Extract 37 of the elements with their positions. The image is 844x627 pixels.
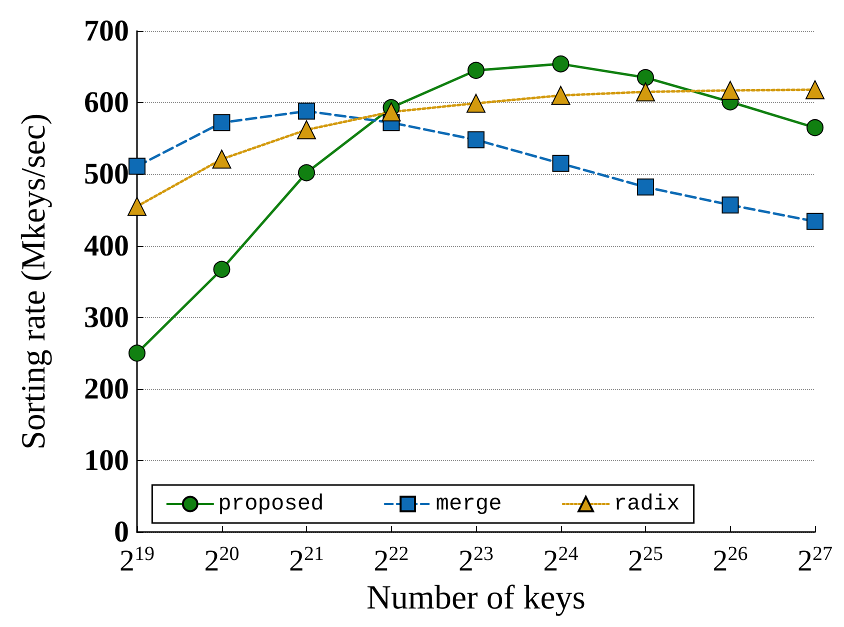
y-tick-label: 300 [84,300,129,334]
point [212,150,232,169]
y-tick-label: 600 [84,86,129,120]
point [720,80,740,100]
point [637,178,654,196]
y-tick-label: 700 [84,14,129,48]
point [722,196,739,214]
point [552,154,570,172]
y-tick-label: 500 [84,158,129,191]
x-axis-title: Number of keys [366,580,586,616]
point [213,114,230,132]
point [806,212,824,230]
point [382,102,401,122]
point [637,69,654,86]
y-tick-label: 200 [84,372,129,406]
point [298,102,315,120]
y-axis-title: Sorting rate (Mkeys/sec) [16,113,52,450]
point [551,86,570,105]
point [298,164,315,182]
point [128,158,146,175]
point [806,80,824,100]
y-tick-label: 0 [114,516,129,549]
point [213,260,230,278]
point [468,131,484,148]
point [468,62,484,79]
point [636,82,655,102]
point [128,344,146,362]
legend-label: proposed [218,492,324,516]
legend-label: merge [436,492,502,516]
point [552,55,570,72]
point [128,196,146,216]
point [466,94,486,113]
y-tick-label: 400 [84,229,129,262]
y-tick-label: 100 [84,444,129,478]
legend-label: radix [614,492,680,516]
point [297,120,316,140]
point [806,119,824,136]
